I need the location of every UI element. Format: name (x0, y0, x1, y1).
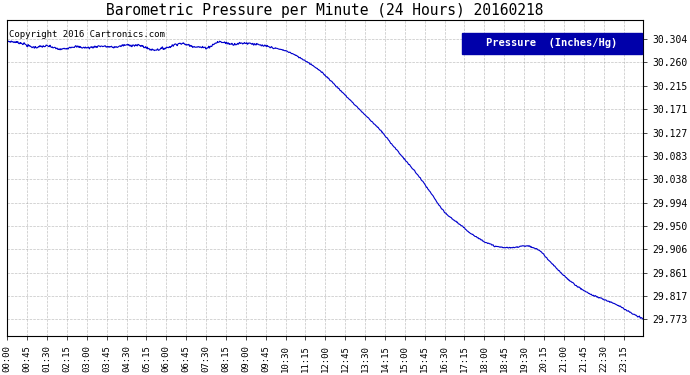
Title: Barometric Pressure per Minute (24 Hours) 20160218: Barometric Pressure per Minute (24 Hours… (106, 3, 544, 18)
Text: Copyright 2016 Cartronics.com: Copyright 2016 Cartronics.com (8, 30, 164, 39)
Text: Pressure  (Inches/Hg): Pressure (Inches/Hg) (486, 38, 618, 48)
FancyBboxPatch shape (462, 33, 642, 54)
